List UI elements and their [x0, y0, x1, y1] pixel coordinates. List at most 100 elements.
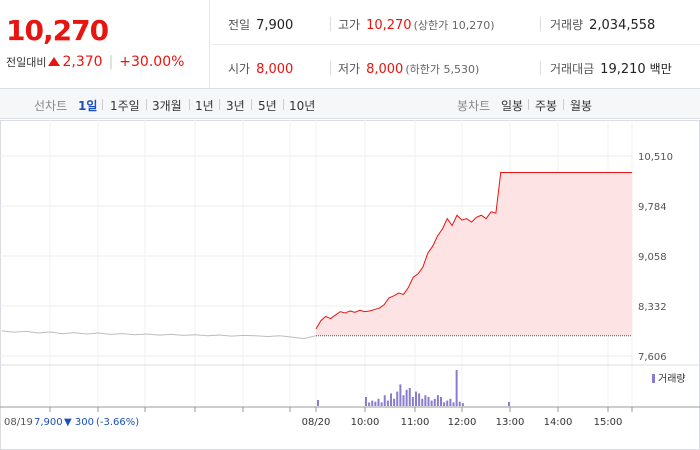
tab-daily-candle[interactable]: 일봉 [501, 99, 524, 113]
high-cell: 고가 10,270 (상한가 10,270) [338, 16, 495, 33]
low-value: 8,000 [366, 62, 404, 77]
volume-bar [365, 397, 367, 406]
row-divider [211, 44, 700, 45]
volume-bar [508, 402, 510, 406]
volume-bar [455, 370, 458, 406]
upper-limit: (상한가 10,270) [413, 19, 495, 32]
prev-day-date: 08/19 [4, 417, 33, 428]
x-tick-label: 14:00 [544, 417, 573, 428]
volume-bar [405, 389, 408, 406]
open-label: 시가 [228, 62, 251, 76]
volume-bar [399, 384, 402, 406]
change-row: 전일대비 2,370 | +30.00% [6, 54, 184, 70]
trade-value: 19,210 [600, 62, 646, 77]
y-tick-label: 8,332 [638, 302, 667, 313]
tab-10years[interactable]: 10년 [289, 99, 316, 113]
y-tick-label: 7,606 [638, 352, 667, 363]
volume-bar [411, 397, 414, 406]
volume-bar [396, 391, 399, 406]
volume-bar [374, 401, 377, 406]
volume-bar [461, 403, 464, 406]
candle-chart-label: 봉차트 [457, 99, 491, 113]
x-tick-label: 11:00 [401, 417, 430, 428]
volume-bar [436, 395, 439, 406]
prev-close-cell: 전일 7,900 [228, 16, 293, 33]
change-amount: 2,370 [62, 54, 103, 70]
divider [540, 17, 541, 31]
volume-bar [449, 398, 452, 406]
tab-monthly-candle[interactable]: 월봉 [570, 99, 593, 113]
tab-divider [283, 99, 284, 110]
volume-bar [443, 402, 446, 406]
x-tick-label: 15:00 [594, 417, 623, 428]
low-cell: 저가 8,000 (하한가 5,530) [338, 60, 479, 77]
volume-bar [402, 395, 405, 406]
tab-weekly-candle[interactable]: 주봉 [535, 99, 558, 113]
tab-1week[interactable]: 1주일 [110, 99, 140, 113]
x-tick-label: 13:00 [496, 417, 525, 428]
change-label: 전일대비 [6, 56, 47, 69]
x-tick-label: 12:00 [448, 417, 477, 428]
today-price-line [315, 172, 632, 330]
change-rate: +30.00% [119, 54, 185, 70]
volume-bar [440, 397, 442, 406]
tab-divider [146, 99, 147, 110]
volume-bar [430, 400, 433, 406]
open-cell: 시가 8,000 [228, 60, 293, 77]
high-value: 10,270 [366, 18, 412, 33]
volume-bar [390, 393, 392, 406]
volume-bar [433, 398, 436, 406]
volume-bar [424, 395, 427, 406]
x-tick-label: 10:00 [351, 417, 380, 428]
change-separator: | [108, 54, 114, 70]
prev-day-summary: 08/19 7,900 ▼ 300 (-3.66%) [4, 417, 139, 428]
volume-legend-label: 거래량 [658, 373, 686, 385]
current-price: 10,270 [6, 14, 109, 47]
chart-svg: 10,510 9,784 9,058 8,332 7,606 거래량 08/20 10:0… [0, 120, 700, 450]
quote-summary: 10,270 전일대비 2,370 | +30.00% 전일 7,900 고가 10,27… [0, 0, 700, 89]
volume-label: 거래량 [550, 18, 584, 32]
tab-divider [563, 99, 564, 110]
tab-divider [251, 99, 252, 110]
x-tick-label: 08/20 [302, 417, 331, 428]
volume-bar [408, 388, 411, 406]
x-axis-labels: 08/20 10:00 11:00 12:00 13:00 14:00 15:00 [302, 417, 623, 428]
trade-value-label: 거래대금 [550, 62, 595, 76]
trade-value-unit: 백만 [649, 62, 672, 76]
intraday-chart: 10,510 9,784 9,058 8,332 7,606 거래량 08/20 10:0… [0, 120, 700, 450]
tab-divider [528, 99, 529, 110]
y-axis-labels: 10,510 9,784 9,058 8,332 7,606 [638, 152, 673, 363]
tab-divider [219, 99, 220, 110]
volume-bar [377, 398, 380, 406]
lower-limit: (하한가 5,530) [405, 63, 480, 76]
volume-bar [418, 393, 421, 406]
open-value: 8,000 [256, 62, 294, 77]
tab-3years[interactable]: 3년 [226, 99, 245, 113]
volume-bar [386, 400, 389, 406]
volume-bar [427, 397, 430, 406]
tab-3months[interactable]: 3개월 [152, 99, 182, 113]
volume-bar [368, 402, 371, 406]
volume-bar [452, 402, 455, 406]
low-label: 저가 [338, 62, 361, 76]
volume-bar [371, 400, 374, 406]
trade-value-cell: 거래대금 19,210 백만 [550, 60, 672, 77]
volume-bar [393, 398, 396, 406]
prev-day-close: 7,900 [34, 417, 63, 428]
volume-legend-swatch [652, 374, 655, 383]
volume-bar [458, 401, 461, 406]
high-label: 고가 [338, 18, 361, 32]
tab-1year[interactable]: 1년 [195, 99, 214, 113]
tab-divider [102, 99, 103, 110]
y-tick-label: 9,784 [638, 202, 667, 213]
up-arrow-icon [48, 57, 61, 66]
tab-1day[interactable]: 1일 [78, 99, 98, 113]
y-tick-label: 10,510 [638, 152, 673, 163]
tab-5years[interactable]: 5년 [258, 99, 277, 113]
prev-close-label: 전일 [228, 18, 251, 32]
volume-bar [317, 400, 319, 406]
volume-bar [421, 398, 424, 406]
prev-day-rate: (-3.66%) [96, 417, 139, 428]
volume-bar [383, 395, 386, 406]
volume-bar [446, 400, 449, 406]
